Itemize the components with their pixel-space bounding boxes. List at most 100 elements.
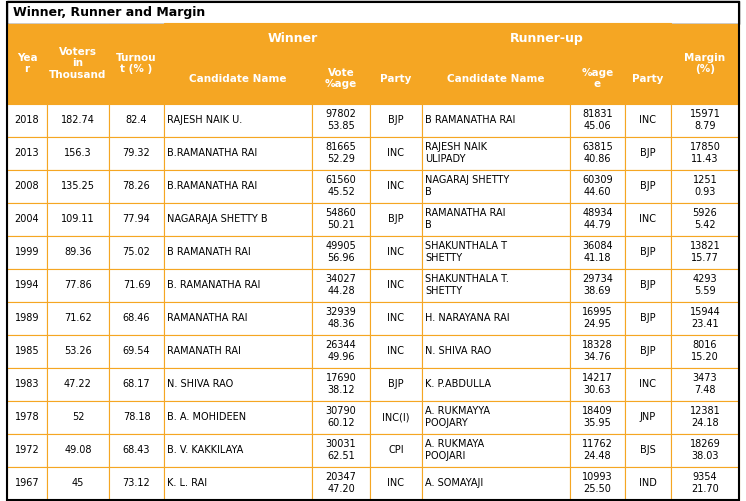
Bar [109,202,164,235]
Bar [164,169,312,202]
Bar [422,269,570,302]
Text: 18328
34.76: 18328 34.76 [582,340,613,362]
Text: Margin
(%): Margin (%) [684,53,726,74]
Text: Runner-up: Runner-up [510,32,583,45]
Text: 5926
5.42: 5926 5.42 [692,208,718,229]
Text: RAMANATH RAI: RAMANATH RAI [167,346,241,356]
Text: B. RAMANATHA RAI: B. RAMANATHA RAI [167,280,260,290]
Bar [422,169,570,202]
Bar [47,335,109,368]
Bar [671,368,739,400]
Bar [47,104,109,136]
Text: 71.62: 71.62 [64,313,92,323]
Text: B RAMANATHA RAI: B RAMANATHA RAI [425,115,515,125]
Text: 68.46: 68.46 [123,313,150,323]
Bar [109,400,164,433]
Bar [312,400,370,433]
Text: 8016
15.20: 8016 15.20 [691,340,719,362]
Bar [422,433,570,466]
Bar [370,368,422,400]
Bar [570,400,625,433]
Bar [312,136,370,169]
Bar [570,269,625,302]
Bar [312,202,370,235]
Text: IND: IND [639,478,657,488]
Bar [625,202,671,235]
Text: 2018: 2018 [15,115,40,125]
Bar [7,400,47,433]
Bar [625,269,671,302]
Text: 11762
24.48: 11762 24.48 [582,439,613,460]
Bar [671,466,739,499]
Bar [109,466,164,499]
Text: NAGARAJ SHETTY
B: NAGARAJ SHETTY B [425,175,510,196]
Bar [109,235,164,269]
Bar [312,368,370,400]
Text: 77.86: 77.86 [64,280,92,290]
Bar [570,335,625,368]
Text: 1999: 1999 [15,247,40,257]
Text: Yea
r: Yea r [16,53,37,74]
Text: Party: Party [380,74,412,84]
Bar [7,466,47,499]
Text: 78.26: 78.26 [122,181,151,191]
Text: K. L. RAI: K. L. RAI [167,478,207,488]
Text: SHAKUNTHALA T
SHETTY: SHAKUNTHALA T SHETTY [425,241,507,263]
Text: CPI: CPI [388,445,404,455]
Bar [625,335,671,368]
Text: 15944
23.41: 15944 23.41 [689,308,721,329]
Text: %age
e: %age e [581,68,614,89]
Text: 77.94: 77.94 [122,214,151,224]
Text: 2004: 2004 [15,214,40,224]
Bar [7,235,47,269]
Bar [312,466,370,499]
Text: H. NARAYANA RAI: H. NARAYANA RAI [425,313,510,323]
Text: NAGARAJA SHETTY B: NAGARAJA SHETTY B [167,214,268,224]
Text: 29734
38.69: 29734 38.69 [582,275,613,296]
Bar [625,368,671,400]
Text: B. A. MOHIDEEN: B. A. MOHIDEEN [167,412,246,422]
Text: N. SHIVA RAO: N. SHIVA RAO [425,346,492,356]
Bar [164,202,312,235]
Bar [109,368,164,400]
Bar [7,136,47,169]
Bar [47,302,109,335]
Bar [570,302,625,335]
Text: 17850
11.43: 17850 11.43 [689,142,721,164]
Text: BJP: BJP [640,148,656,158]
Text: BJP: BJP [388,214,404,224]
Bar [625,169,671,202]
Bar [109,433,164,466]
Text: 32939
48.36: 32939 48.36 [325,308,357,329]
Bar [370,466,422,499]
Text: 82.4: 82.4 [126,115,147,125]
Bar [370,400,422,433]
Bar [370,169,422,202]
Bar [7,169,47,202]
Bar [312,54,370,104]
Bar [422,54,570,104]
Text: Vote
%age: Vote %age [325,68,357,89]
Text: 36084
41.18: 36084 41.18 [582,241,612,263]
Text: 30790
60.12: 30790 60.12 [325,406,357,427]
Bar [625,136,671,169]
Text: 48934
44.79: 48934 44.79 [582,208,612,229]
Text: 15971
8.79: 15971 8.79 [689,109,721,131]
Bar [625,466,671,499]
Bar [671,136,739,169]
Bar [422,136,570,169]
Text: 53.26: 53.26 [64,346,92,356]
Text: Winner: Winner [268,32,318,45]
Text: 68.43: 68.43 [123,445,150,455]
Bar [109,24,164,104]
Text: 49905
56.96: 49905 56.96 [325,241,357,263]
Text: BJP: BJP [640,313,656,323]
Text: INC: INC [387,346,404,356]
Bar [109,104,164,136]
Bar [312,235,370,269]
Bar [164,54,312,104]
Bar [671,335,739,368]
Text: BJP: BJP [388,115,404,125]
Text: INC: INC [639,214,656,224]
Text: Party: Party [633,74,664,84]
